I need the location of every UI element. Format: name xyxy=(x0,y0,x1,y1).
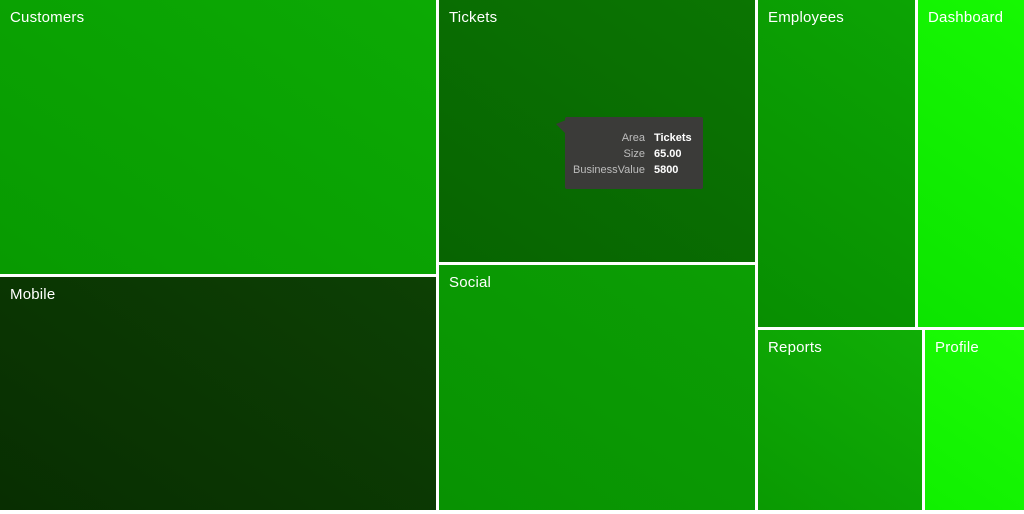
tile-label-mobile: Mobile xyxy=(10,286,56,303)
tooltip-label: BusinessValue xyxy=(573,164,645,176)
tile-label-dashboard: Dashboard xyxy=(928,9,1004,26)
tooltip-value: 65.00 xyxy=(653,148,682,160)
tooltip-row-businessvalue: BusinessValue 5800 xyxy=(573,162,692,178)
tooltip-value: 5800 xyxy=(653,164,679,176)
tooltip-value: Tickets xyxy=(653,132,692,144)
tile-label-reports: Reports xyxy=(768,339,822,356)
treemap-tile-social[interactable]: Social xyxy=(439,265,755,510)
tooltip-arrow-icon xyxy=(556,120,566,134)
tooltip-label: Area xyxy=(621,132,645,144)
tooltip: Area Tickets Size 65.00 BusinessValue 58… xyxy=(556,117,703,189)
tooltip-label: Size xyxy=(623,148,645,160)
tooltip-content: Area Tickets Size 65.00 BusinessValue 58… xyxy=(573,130,692,178)
tooltip-row-area: Area Tickets xyxy=(573,130,692,146)
treemap-tile-mobile[interactable]: Mobile xyxy=(0,277,436,510)
tooltip-row-size: Size 65.00 xyxy=(573,146,692,162)
tile-label-tickets: Tickets xyxy=(449,9,498,26)
tile-label-employees: Employees xyxy=(768,9,845,26)
treemap-tile-reports[interactable]: Reports xyxy=(758,330,922,510)
treemap-tile-profile[interactable]: Profile xyxy=(925,330,1024,510)
treemap-tile-employees[interactable]: Employees xyxy=(758,0,915,327)
tile-label-social: Social xyxy=(449,274,492,291)
treemap-tile-dashboard[interactable]: Dashboard xyxy=(918,0,1024,327)
tile-label-profile: Profile xyxy=(935,339,979,356)
treemap-tile-customers[interactable]: Customers xyxy=(0,0,436,274)
tile-label-customers: Customers xyxy=(10,9,85,26)
